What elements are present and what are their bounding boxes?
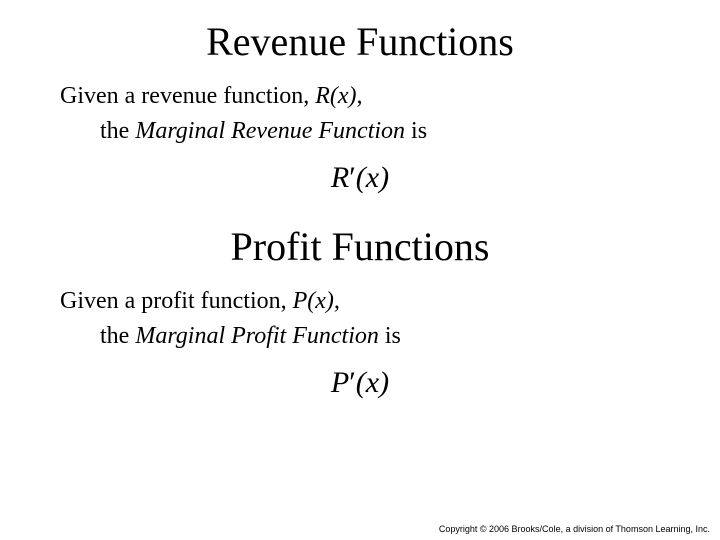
section1-sub-term: Marginal Revenue Function: [135, 118, 405, 144]
section1-intro-prefix: Given a revenue function,: [60, 83, 315, 109]
section1-formula-func: R: [331, 161, 349, 194]
section1-intro: Given a revenue function, R(x),: [60, 83, 660, 110]
section2-sub-suffix: is: [379, 323, 401, 349]
section2-intro-arg: (x),: [307, 288, 340, 314]
section1-title: Revenue Functions: [60, 18, 660, 65]
section2-formula: P′(x): [60, 366, 660, 400]
section1-sub: the Marginal Revenue Function is: [100, 118, 660, 145]
section2-intro-func: P: [293, 288, 308, 314]
copyright-text: Copyright © 2006 Brooks/Cole, a division…: [439, 524, 710, 534]
section2-sub-term: Marginal Profit Function: [135, 323, 379, 349]
section1-sub-prefix: the: [100, 118, 135, 144]
section2-intro-prefix: Given a profit function,: [60, 288, 293, 314]
section2-formula-arg: (x): [356, 366, 389, 399]
section1-intro-arg: (x),: [330, 83, 363, 109]
section2-intro: Given a profit function, P(x),: [60, 288, 660, 315]
section2-sub: the Marginal Profit Function is: [100, 323, 660, 350]
section2-sub-prefix: the: [100, 323, 135, 349]
section1-sub-suffix: is: [405, 118, 427, 144]
section2-title: Profit Functions: [60, 223, 660, 270]
section1-intro-func: R: [315, 83, 330, 109]
section1-formula-arg: (x): [356, 161, 389, 194]
section1-formula: R′(x): [60, 161, 660, 195]
section2-formula-func: P: [331, 366, 349, 399]
slide-content: Revenue Functions Given a revenue functi…: [0, 0, 720, 400]
